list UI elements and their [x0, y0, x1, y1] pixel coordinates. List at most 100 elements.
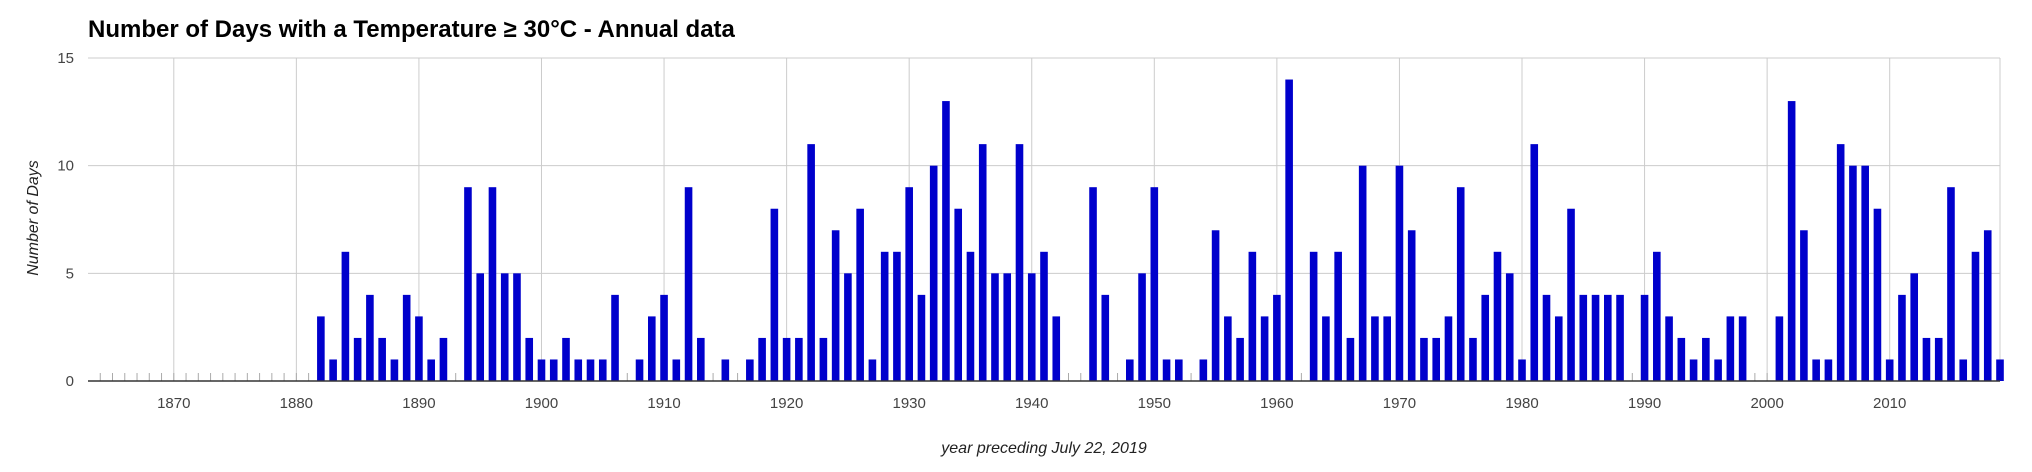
bar-1977[interactable] [1481, 294, 1490, 381]
bar-1925[interactable] [844, 273, 852, 381]
bar-2009[interactable] [1873, 208, 1882, 381]
bar-1923[interactable] [819, 337, 828, 381]
bar-1986[interactable] [1591, 294, 1600, 381]
bar-1955[interactable] [1211, 230, 1220, 381]
bar-1992[interactable] [1665, 316, 1673, 381]
bar-1885[interactable] [353, 337, 362, 381]
bar-1900[interactable] [537, 359, 546, 381]
bar-1965[interactable] [1334, 251, 1342, 381]
bar-1942[interactable] [1052, 316, 1061, 381]
bar-1932[interactable] [929, 165, 938, 381]
bar-1950[interactable] [1150, 187, 1159, 381]
bar-2001[interactable] [1775, 316, 1784, 381]
bar-1990[interactable] [1640, 294, 1649, 381]
bar-1913[interactable] [697, 337, 705, 381]
bar-1934[interactable] [954, 208, 963, 381]
bar-2002[interactable] [1787, 101, 1796, 381]
bar-1906[interactable] [611, 294, 619, 381]
bar-1964[interactable] [1322, 316, 1330, 381]
bar-1917[interactable] [746, 359, 754, 381]
bar-1984[interactable] [1567, 208, 1575, 381]
bar-1952[interactable] [1175, 359, 1183, 381]
bar-1918[interactable] [758, 337, 766, 381]
bar-1919[interactable] [770, 208, 779, 381]
bar-1930[interactable] [905, 187, 913, 381]
bar-1949[interactable] [1138, 273, 1146, 381]
bar-1902[interactable] [562, 337, 570, 381]
bar-2018[interactable] [1983, 230, 1992, 381]
bar-1886[interactable] [366, 294, 374, 381]
bar-1969[interactable] [1383, 316, 1391, 381]
bar-1966[interactable] [1346, 337, 1355, 381]
bar-1988[interactable] [1616, 294, 1624, 381]
bar-1890[interactable] [415, 316, 423, 381]
bar-2016[interactable] [1959, 359, 1968, 381]
bar-1894[interactable] [464, 187, 472, 381]
bar-1958[interactable] [1248, 251, 1257, 381]
bar-1896[interactable] [488, 187, 497, 381]
bar-1971[interactable] [1407, 230, 1416, 381]
bar-1997[interactable] [1726, 316, 1735, 381]
bar-1921[interactable] [795, 337, 803, 381]
bar-1991[interactable] [1653, 251, 1661, 381]
bar-1979[interactable] [1505, 273, 1514, 381]
bar-1995[interactable] [1702, 337, 1710, 381]
bar-1927[interactable] [868, 359, 877, 381]
bar-1904[interactable] [586, 359, 595, 381]
bar-1933[interactable] [942, 101, 950, 381]
bar-2005[interactable] [1824, 359, 1833, 381]
bar-1895[interactable] [476, 273, 485, 381]
bar-2013[interactable] [1922, 337, 1931, 381]
bar-1915[interactable] [721, 359, 730, 381]
bar-1924[interactable] [831, 230, 840, 381]
bar-1935[interactable] [966, 251, 975, 381]
bar-1976[interactable] [1469, 337, 1477, 381]
bar-1957[interactable] [1236, 337, 1244, 381]
bar-1922[interactable] [807, 144, 815, 381]
bar-1898[interactable] [513, 273, 521, 381]
bar-2008[interactable] [1861, 165, 1869, 381]
bar-2003[interactable] [1800, 230, 1808, 381]
bar-1972[interactable] [1420, 337, 1428, 381]
bar-1996[interactable] [1714, 359, 1722, 381]
bar-1883[interactable] [329, 359, 337, 381]
bar-1982[interactable] [1542, 294, 1551, 381]
bar-1975[interactable] [1456, 187, 1465, 381]
bar-1928[interactable] [880, 251, 889, 381]
bar-2007[interactable] [1849, 165, 1857, 381]
bar-1967[interactable] [1358, 165, 1367, 381]
bar-1903[interactable] [574, 359, 583, 381]
bar-2010[interactable] [1885, 359, 1894, 381]
bar-1905[interactable] [598, 359, 607, 381]
bar-2011[interactable] [1898, 294, 1906, 381]
bar-1909[interactable] [648, 316, 656, 381]
bar-1956[interactable] [1224, 316, 1232, 381]
bar-1889[interactable] [402, 294, 411, 381]
bar-1963[interactable] [1309, 251, 1318, 381]
bar-1945[interactable] [1089, 187, 1097, 381]
bar-1981[interactable] [1530, 144, 1539, 381]
bar-1978[interactable] [1493, 251, 1502, 381]
bar-1985[interactable] [1579, 294, 1588, 381]
bar-1901[interactable] [549, 359, 558, 381]
bar-1961[interactable] [1285, 79, 1293, 381]
bar-1968[interactable] [1371, 316, 1379, 381]
bar-1946[interactable] [1101, 294, 1110, 381]
bar-1993[interactable] [1677, 337, 1686, 381]
bar-1899[interactable] [525, 337, 534, 381]
bar-1926[interactable] [856, 208, 864, 381]
bar-1941[interactable] [1040, 251, 1048, 381]
bar-1920[interactable] [782, 337, 791, 381]
bar-1884[interactable] [341, 251, 350, 381]
bar-1960[interactable] [1273, 294, 1281, 381]
bar-1973[interactable] [1432, 337, 1441, 381]
bar-1929[interactable] [893, 251, 901, 381]
bar-1937[interactable] [991, 273, 999, 381]
bar-1948[interactable] [1126, 359, 1134, 381]
bar-1892[interactable] [439, 337, 448, 381]
bar-1882[interactable] [317, 316, 325, 381]
bar-2019[interactable] [1996, 359, 2004, 381]
bar-1887[interactable] [378, 337, 386, 381]
bar-1974[interactable] [1444, 316, 1453, 381]
bar-2006[interactable] [1836, 144, 1845, 381]
